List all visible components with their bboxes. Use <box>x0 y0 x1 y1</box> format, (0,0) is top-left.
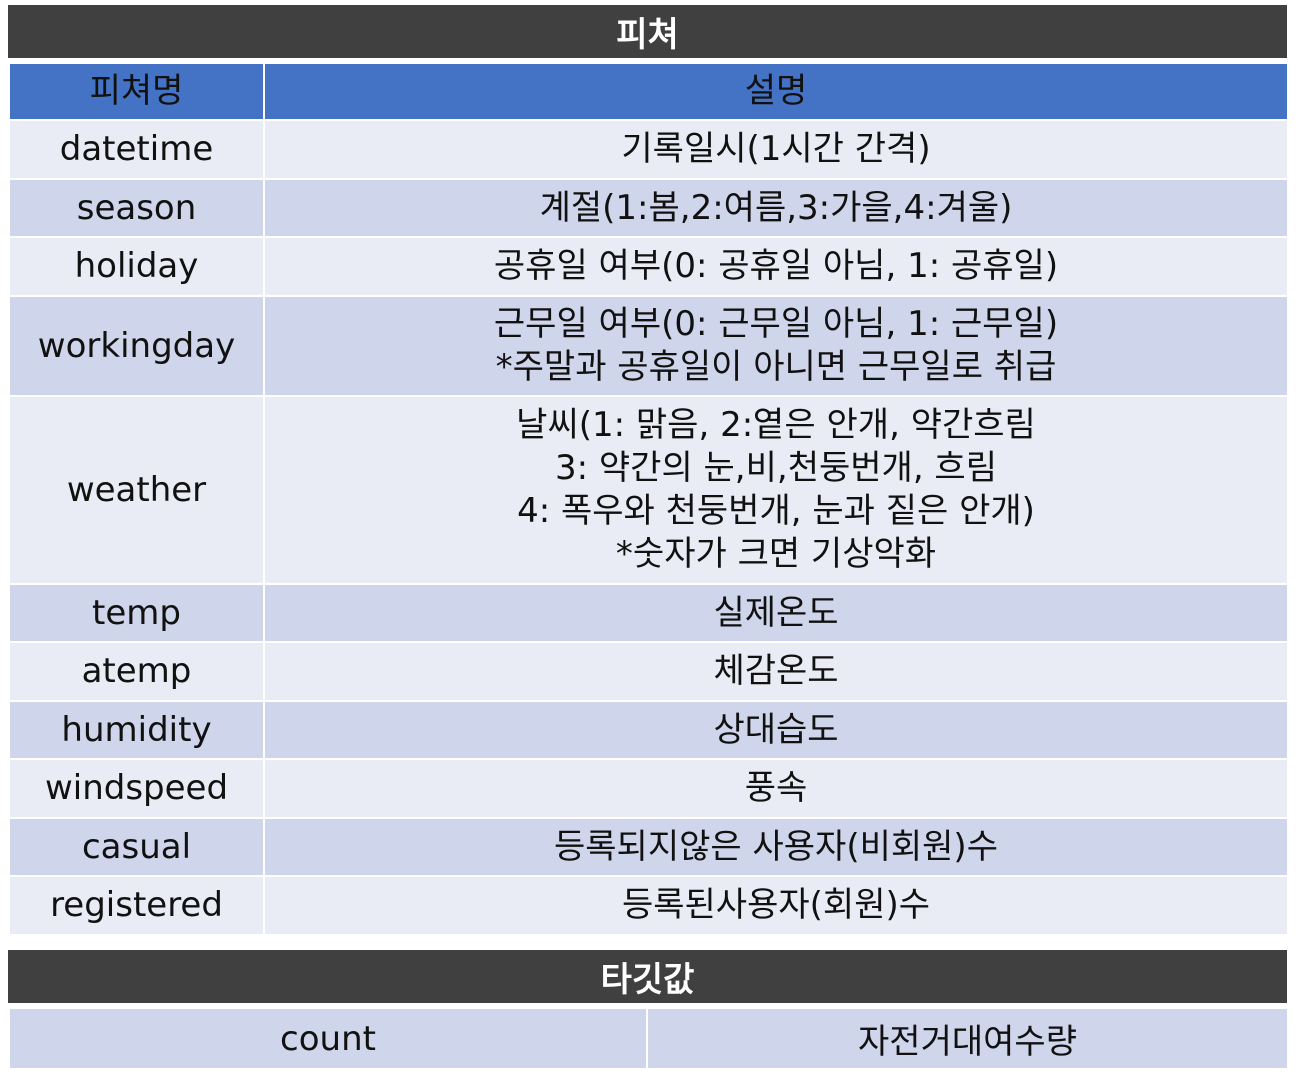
description-line: 체감온도 <box>713 651 839 691</box>
feature-name: season <box>8 178 265 238</box>
table-row: casual 등록되지않은 사용자(비회원)수 <box>8 817 1289 877</box>
feature-description: 근무일 여부(0: 근무일 아님, 1: 근무일) *주말과 공휴일이 아니면 … <box>263 295 1289 397</box>
description-line: 상대습도 <box>713 709 839 750</box>
target-table: count 자전거대여수량 <box>8 1007 1289 1070</box>
feature-description: 공휴일 여부(0: 공휴일 아님, 1: 공휴일) <box>263 236 1289 297</box>
feature-description: 실제온도 <box>263 583 1289 643</box>
feature-name: datetime <box>8 119 265 180</box>
feature-description: 날씨(1: 맑음, 2:옅은 안개, 약간흐림 3: 약간의 눈,비,천둥번개,… <box>263 395 1289 585</box>
description-line: 실제온도 <box>713 592 839 633</box>
target-description: 자전거대여수량 <box>646 1007 1289 1070</box>
header-description: 설명 <box>263 62 1289 121</box>
feature-name: registered <box>8 875 265 936</box>
features-title-bar: 피쳐 <box>8 5 1287 58</box>
description-line: 계절(1:봄,2:여름,3:가을,4:겨울) <box>539 187 1013 228</box>
table-row: datetime 기록일시(1시간 간격) <box>8 119 1289 180</box>
table-row: registered 등록된사용자(회원)수 <box>8 875 1289 936</box>
feature-description: 기록일시(1시간 간격) <box>263 119 1289 180</box>
feature-name: holiday <box>8 236 265 297</box>
header-name: 피쳐명 <box>8 62 265 121</box>
table-row: holiday 공휴일 여부(0: 공휴일 아님, 1: 공휴일) <box>8 236 1289 297</box>
table-row: humidity 상대습도 <box>8 700 1289 760</box>
table-row: count 자전거대여수량 <box>8 1007 1289 1070</box>
feature-name: windspeed <box>8 758 265 819</box>
description-line: *숫자가 크면 기상악화 <box>615 534 937 574</box>
feature-description: 풍속 <box>263 758 1289 819</box>
features-table: 피쳐명 설명 datetime 기록일시(1시간 간격) season 계절(1… <box>8 62 1289 936</box>
table-row: season 계절(1:봄,2:여름,3:가을,4:겨울) <box>8 178 1289 238</box>
table-row: temp 실제온도 <box>8 583 1289 643</box>
feature-name: weather <box>8 395 265 585</box>
description-line: *주말과 공휴일이 아니면 근무일로 취급 <box>495 347 1057 387</box>
feature-description: 상대습도 <box>263 700 1289 760</box>
features-header-row: 피쳐명 설명 <box>8 62 1289 121</box>
description-line: 풍속 <box>744 768 808 808</box>
feature-name: temp <box>8 583 265 643</box>
feature-name: casual <box>8 817 265 877</box>
features-title: 피쳐 <box>616 15 679 55</box>
description-line: 날씨(1: 맑음, 2:옅은 안개, 약간흐림 <box>516 405 1036 445</box>
feature-description: 등록된사용자(회원)수 <box>263 875 1289 936</box>
table-row: windspeed 풍속 <box>8 758 1289 819</box>
feature-name: workingday <box>8 295 265 397</box>
table-row: weather 날씨(1: 맑음, 2:옅은 안개, 약간흐림 3: 약간의 눈… <box>8 395 1289 585</box>
feature-description: 체감온도 <box>263 641 1289 702</box>
target-title: 타깃값 <box>600 960 695 1000</box>
table-row: workingday 근무일 여부(0: 근무일 아님, 1: 근무일) *주말… <box>8 295 1289 397</box>
description-line: 등록되지않은 사용자(비회원)수 <box>554 826 998 867</box>
target-title-bar: 타깃값 <box>8 950 1287 1003</box>
table-row: atemp 체감온도 <box>8 641 1289 702</box>
description-line: 기록일시(1시간 간격) <box>621 129 931 169</box>
description-line: 4: 폭우와 천둥번개, 눈과 짙은 안개) <box>517 491 1035 531</box>
feature-name: humidity <box>8 700 265 760</box>
description-line: 3: 약간의 눈,비,천둥번개, 흐림 <box>554 448 997 488</box>
description-line: 등록된사용자(회원)수 <box>621 885 931 925</box>
description-line: 근무일 여부(0: 근무일 아님, 1: 근무일) <box>493 304 1059 344</box>
feature-name: atemp <box>8 641 265 702</box>
description-line: 공휴일 여부(0: 공휴일 아님, 1: 공휴일) <box>493 246 1059 286</box>
feature-description: 계절(1:봄,2:여름,3:가을,4:겨울) <box>263 178 1289 238</box>
target-name: count <box>8 1007 648 1070</box>
feature-description: 등록되지않은 사용자(비회원)수 <box>263 817 1289 877</box>
